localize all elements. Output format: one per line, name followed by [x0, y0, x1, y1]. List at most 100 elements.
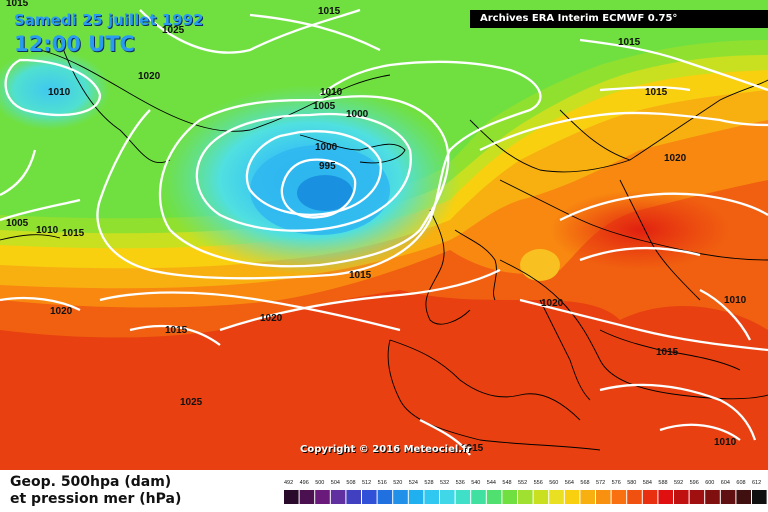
scale-label: 512	[362, 480, 371, 486]
scale-swatch	[736, 490, 751, 504]
scale-label: 572	[596, 480, 605, 486]
isobar-label: 1010	[714, 437, 737, 448]
scale-swatch	[502, 490, 517, 504]
isobars	[0, 8, 768, 456]
scale-swatch	[440, 490, 455, 504]
scale-label: 516	[378, 480, 387, 486]
isobar-label: 1005	[6, 218, 29, 229]
color-scale: 492 496 500 504 508 512 516 520 524 528 532 536 540 5…	[284, 480, 767, 504]
scale-label: 576	[612, 480, 621, 486]
scale-swatch	[377, 490, 393, 504]
scale-label: 500	[315, 480, 324, 486]
scale-label: 592	[674, 480, 683, 486]
scale-label: 552	[518, 480, 527, 486]
isobar-label: 1025	[180, 397, 203, 408]
isobar-label: 1015	[318, 6, 341, 17]
scale-label: 560	[549, 480, 558, 486]
scale-label: 580	[627, 480, 636, 486]
scale-swatch	[549, 490, 564, 504]
isobar-label: 1015	[6, 0, 29, 9]
isobar-label: 1015	[349, 270, 372, 281]
geopotential-field	[0, 0, 768, 470]
legend-line-1: Geop. 500hpa (dam)	[10, 474, 172, 490]
map-date: Samedi 25 juillet 1992	[14, 11, 204, 29]
scale-swatch	[299, 490, 315, 504]
scale-swatch	[580, 490, 595, 504]
isobar-label: 1025	[162, 25, 185, 36]
scale-swatch	[642, 490, 658, 504]
scale-swatch	[393, 490, 408, 504]
scale-swatch	[315, 490, 330, 504]
scale-label: 548	[502, 480, 511, 486]
scale-label: 584	[643, 480, 652, 486]
scale-swatch	[408, 490, 424, 504]
scale-swatch	[627, 490, 642, 504]
scale-swatch	[720, 490, 736, 504]
weather-map: 1015 1015 1025 1015 1010 1020 1010 1005 …	[0, 0, 768, 470]
isobar-label: 1015	[461, 443, 484, 454]
scale-label: 596	[690, 480, 699, 486]
scale-swatch	[564, 490, 580, 504]
isobar-label: 1015	[645, 87, 668, 98]
scale-label: 520	[393, 480, 402, 486]
scale-swatch	[455, 490, 471, 504]
scale-label: 492	[284, 480, 293, 486]
scale-label: 496	[300, 480, 309, 486]
scale-swatch	[658, 490, 673, 504]
isobar-label: 1010	[724, 295, 747, 306]
scale-label: 524	[409, 480, 418, 486]
scale-label: 508	[346, 480, 355, 486]
scale-label: 544	[487, 480, 496, 486]
scale-swatch	[752, 490, 767, 504]
isobar-label: 1015	[618, 37, 641, 48]
isobar-label: 1020	[664, 153, 687, 164]
isobar-label: 1000	[346, 109, 369, 120]
scale-swatch	[471, 490, 486, 504]
isobar-label: 1020	[138, 71, 161, 82]
scale-label: 568	[580, 480, 589, 486]
isobar-label: 1005	[313, 101, 336, 112]
scale-swatch	[346, 490, 361, 504]
scale-label: 540	[471, 480, 480, 486]
scale-swatch	[518, 490, 533, 504]
scale-swatch	[486, 490, 502, 504]
scale-swatch	[533, 490, 549, 504]
scale-label: 504	[331, 480, 340, 486]
scale-label: 612	[752, 480, 761, 486]
isobar-label: 1020	[260, 313, 283, 324]
isobar-label: 1020	[50, 306, 73, 317]
scale-swatch	[611, 490, 627, 504]
scale-label: 532	[440, 480, 449, 486]
isobar-label: 1010	[320, 87, 343, 98]
scale-label: 556	[534, 480, 543, 486]
scale-label: 528	[424, 480, 433, 486]
isobar-label: 1020	[541, 298, 564, 309]
scale-swatch	[330, 490, 346, 504]
scale-label: 588	[658, 480, 667, 486]
isobar-label: 1010	[36, 225, 59, 236]
scale-swatch	[689, 490, 705, 504]
scale-label: 608	[736, 480, 745, 486]
scale-swatch	[596, 490, 611, 504]
isobar-label: 1015	[165, 325, 188, 336]
isobar-label: 1000	[315, 142, 338, 153]
isobar-label: 1015	[656, 347, 679, 358]
isobar-label: 1010	[48, 87, 71, 98]
scale-swatch	[705, 490, 720, 504]
isobar-label: 1015	[62, 228, 85, 239]
scale-label: 604	[721, 480, 730, 486]
scale-label: 564	[565, 480, 574, 486]
isobar-labels: 1015 1015 1025 1015 1010 1020 1010 1005 …	[6, 0, 747, 454]
scale-swatch	[424, 490, 439, 504]
map-time: 12:00 UTC	[14, 32, 135, 56]
scale-swatch	[362, 490, 377, 504]
scale-label: 600	[705, 480, 714, 486]
isobar-label: 995	[319, 161, 336, 172]
archive-banner: Archives ERA Interim ECMWF 0.75°	[470, 10, 768, 28]
legend-line-2: et pression mer (hPa)	[10, 491, 182, 507]
scale-swatch	[674, 490, 689, 504]
legend-footer: 492 496 500 504 508 512 516 520 524 528 532 536 540 5…	[0, 470, 768, 512]
copyright-notice: Copyright © 2016 Meteociel.fr	[300, 444, 472, 455]
scale-label: 536	[456, 480, 465, 486]
scale-swatch	[284, 490, 299, 504]
